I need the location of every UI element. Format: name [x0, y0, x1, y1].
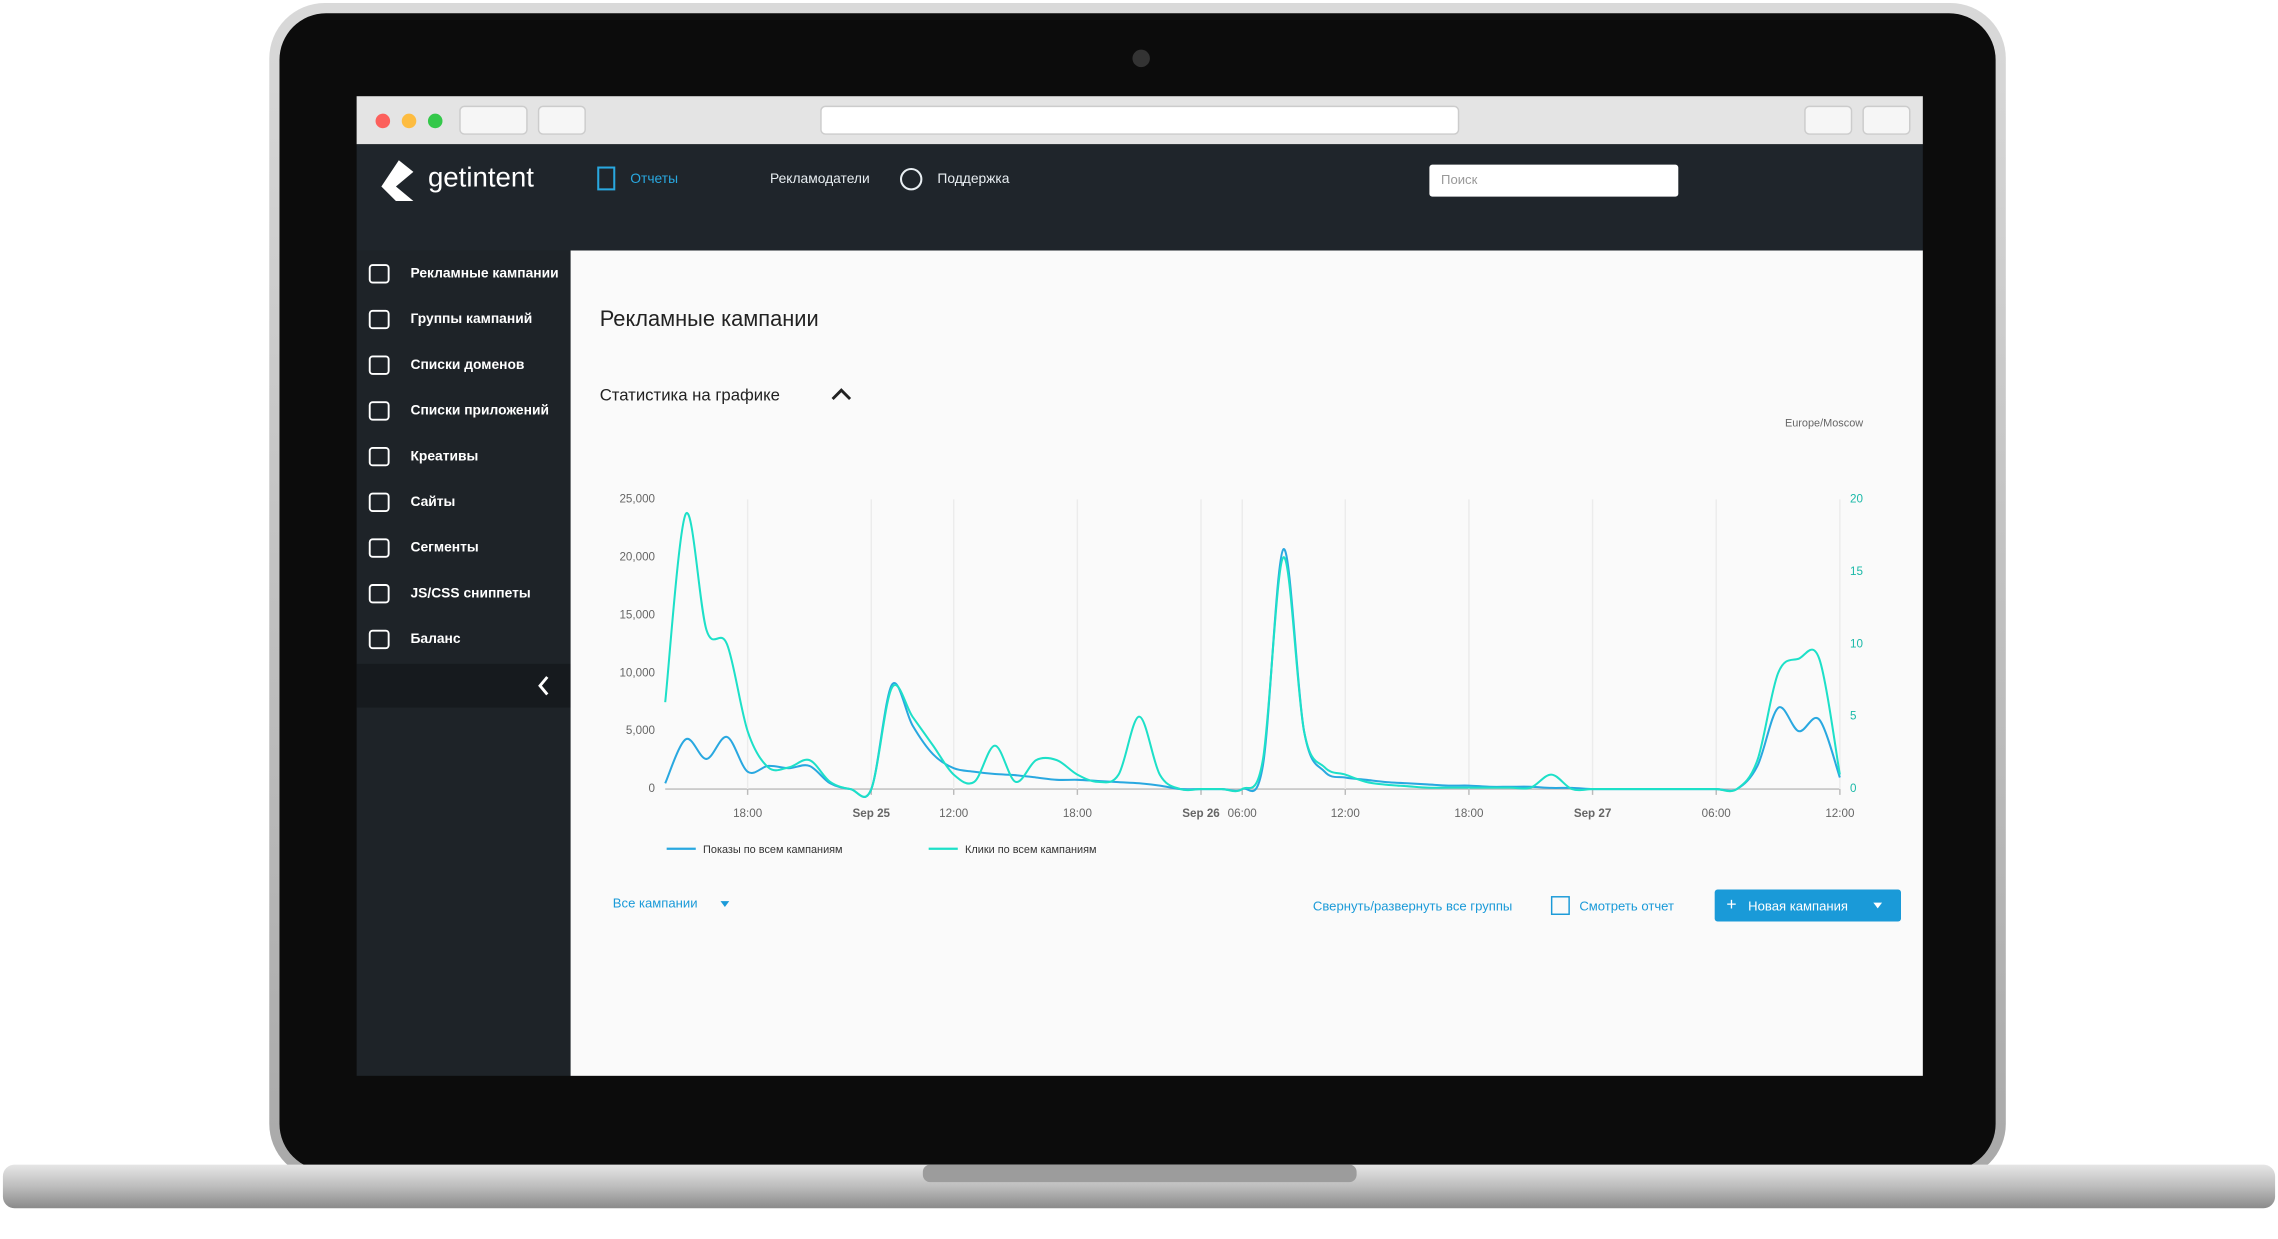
legend-label[interactable]: Показы по всем кампаниям	[703, 844, 843, 856]
sidebar-item[interactable]: Сегменты	[410, 539, 478, 555]
y2-tick-label: 0	[1850, 782, 1857, 795]
notch	[922, 1164, 1357, 1183]
new-campaign-label: Новая кампания	[1748, 898, 1848, 913]
y-tick-label: 5,000	[626, 724, 656, 737]
search-placeholder: Поиск	[1441, 172, 1478, 187]
y2-tick-label: 5	[1850, 710, 1856, 723]
collapse-bar[interactable]	[356, 663, 571, 708]
sidebar-item[interactable]: Сайты	[410, 493, 455, 509]
minimize[interactable]	[401, 113, 417, 129]
sidebar	[356, 250, 571, 1076]
toggle-groups[interactable]: Свернуть/развернуть все группы	[1313, 898, 1512, 913]
x-tick-label: 18:00	[1063, 807, 1093, 820]
sidebar-icon	[368, 309, 390, 330]
sidebar-item[interactable]: JS/CSS сниппеты	[410, 584, 530, 600]
legend-label[interactable]: Клики по всем кампаниям	[965, 844, 1097, 856]
maximize[interactable]	[427, 113, 443, 129]
series-line	[664, 512, 1841, 798]
sidebar-icon	[368, 584, 390, 604]
collapse-icon	[538, 676, 549, 696]
page-title: Рекламные кампании	[600, 306, 819, 331]
y-tick-label: 10,000	[619, 666, 655, 679]
sidebar-item[interactable]: Списки доменов	[410, 356, 524, 372]
x-tick-label: 06:00	[1228, 807, 1258, 820]
y-tick-label: 0	[649, 782, 656, 795]
close[interactable]	[375, 113, 391, 129]
logo-icon	[381, 160, 414, 202]
y-tick-label: 15,000	[619, 608, 655, 621]
plus-icon: +	[1726, 894, 1736, 914]
back-forward[interactable]	[459, 105, 528, 135]
report-icon	[1550, 896, 1570, 915]
sidebar-icon	[368, 492, 390, 513]
tabs[interactable]	[1862, 105, 1911, 135]
sidebar-item[interactable]: Рекламные кампании	[410, 264, 558, 280]
search-input[interactable]	[1429, 164, 1679, 197]
view-report[interactable]: Смотреть отчет	[1579, 898, 1674, 913]
y2-tick-label: 20	[1850, 492, 1863, 505]
laptop-base	[2, 1164, 2276, 1209]
share[interactable]	[1804, 105, 1853, 135]
sidebar-icon	[368, 446, 390, 467]
sidebar-item[interactable]: Списки приложений	[410, 402, 548, 418]
reports-icon	[597, 166, 616, 191]
x-tick-label: 18:00	[1454, 807, 1484, 820]
nav-item[interactable]: Рекламодатели	[770, 170, 870, 186]
logo[interactable]: getintent	[428, 161, 534, 192]
x-tick-label: Sep 27	[1574, 807, 1611, 820]
timezone: Europe/Moscow	[1785, 418, 1863, 430]
x-tick-label: 12:00	[1825, 807, 1855, 820]
y-tick-label: 20,000	[619, 550, 655, 563]
new-campaign-button[interactable]	[1714, 889, 1902, 922]
sidebar-item[interactable]: Креативы	[410, 447, 478, 463]
y2-tick-label: 15	[1850, 565, 1863, 578]
address-bar[interactable]	[820, 105, 1460, 135]
x-tick-label: 12:00	[939, 807, 969, 820]
y-tick-label: 25,000	[619, 492, 655, 505]
camera	[1132, 49, 1150, 68]
sidebar-item[interactable]: Баланс	[410, 630, 460, 646]
y2-tick-label: 10	[1850, 637, 1863, 650]
x-tick-label: 18:00	[733, 807, 763, 820]
filter[interactable]: Все кампании	[613, 896, 698, 911]
x-tick-label: Sep 25	[853, 807, 891, 820]
sidebar-icon	[368, 264, 390, 284]
sidebar-icon	[368, 355, 390, 375]
sidebar-icon	[368, 538, 390, 558]
nav-item[interactable]: Поддержка	[937, 170, 1009, 186]
filter-caret	[720, 901, 730, 907]
section-toggle[interactable]	[831, 388, 852, 401]
sidebar-toggle[interactable]	[537, 105, 586, 135]
x-tick-label: 12:00	[1331, 807, 1361, 820]
nav-item[interactable]: Отчеты	[630, 170, 678, 186]
button-caret	[1873, 902, 1883, 909]
section-title[interactable]: Статистика на графике	[600, 385, 780, 404]
sidebar-item[interactable]: Группы кампаний	[410, 310, 532, 326]
top-nav	[356, 144, 1923, 251]
x-tick-label: 06:00	[1702, 807, 1732, 820]
help-icon	[899, 167, 923, 191]
sidebar-icon	[368, 401, 390, 421]
content	[570, 250, 1923, 1076]
x-tick-label: Sep 26	[1182, 807, 1220, 820]
sidebar-icon	[368, 629, 390, 650]
